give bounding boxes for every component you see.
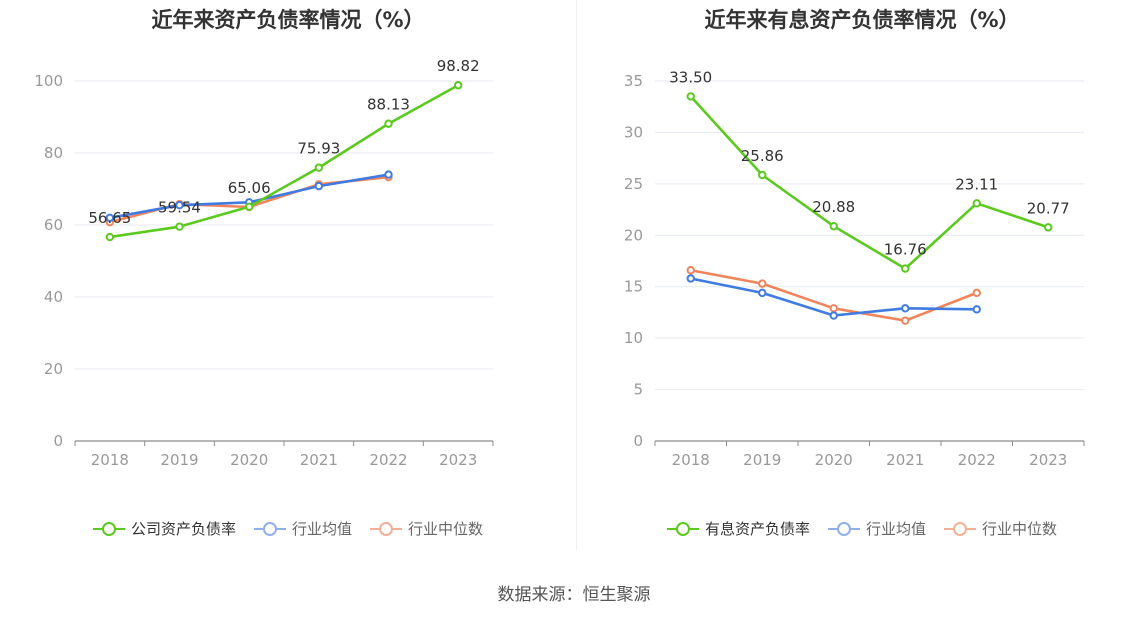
data-point — [901, 264, 910, 273]
y-tick-label: 10 — [624, 329, 643, 347]
y-tick-label: 20 — [624, 226, 643, 244]
data-source-note: 数据来源：恒生聚源 — [497, 585, 651, 605]
y-tick-label: 80 — [44, 144, 63, 162]
x-tick-label: 2022 — [958, 451, 996, 469]
left-chart-svg: 0 20 40 60 80 100 2018 2019 2020 2021 2022 2023 56.6… — [34, 57, 494, 469]
legend-item-interest-ratio[interactable]: 有息资产负债率 — [666, 518, 810, 539]
x-tick-label: 2021 — [886, 451, 924, 469]
data-point — [244, 202, 254, 211]
legend-item-industry-median[interactable]: 行业中位数 — [370, 518, 483, 539]
data-point — [829, 222, 838, 231]
panel-divider — [576, 0, 577, 550]
legend-swatch-icon — [370, 521, 402, 536]
x-tick-label: 2023 — [439, 451, 477, 469]
x-tick-label: 2020 — [230, 451, 268, 469]
legend-label: 公司资产负债率 — [130, 520, 236, 538]
legend-item-company-ratio[interactable]: 公司资产负债率 — [92, 518, 236, 539]
legend-swatch-icon — [944, 521, 976, 536]
right-chart-title: 近年来有息资产负债率情况（%） — [704, 8, 1020, 32]
data-point — [972, 199, 981, 208]
y-tick-label: 0 — [633, 432, 643, 450]
data-label: 98.82 — [437, 57, 480, 75]
data-label: 88.13 — [367, 96, 410, 114]
data-point — [686, 266, 695, 275]
data-point — [105, 232, 115, 242]
data-label: 20.88 — [812, 198, 855, 216]
data-label: 25.86 — [741, 147, 784, 165]
x-tick-label: 2019 — [160, 451, 198, 469]
data-point — [686, 92, 695, 101]
data-point — [314, 163, 324, 172]
data-label: 20.77 — [1027, 199, 1070, 217]
legend-item-industry-avg[interactable]: 行业均值 — [253, 518, 352, 539]
legend-item-industry-median[interactable]: 行业中位数 — [944, 518, 1057, 539]
x-tick-label: 2019 — [743, 451, 781, 469]
y-tick-label: 15 — [624, 278, 643, 296]
y-tick-label: 30 — [624, 123, 643, 141]
data-point — [972, 305, 981, 314]
x-tick-label: 2018 — [672, 451, 710, 469]
x-tick-label: 2023 — [1029, 451, 1067, 469]
data-label: 23.11 — [955, 175, 998, 193]
legend-item-industry-avg[interactable]: 行业均值 — [827, 518, 926, 539]
legend-label: 行业均值 — [291, 520, 352, 538]
series-line — [109, 84, 459, 239]
y-tick-label: 100 — [34, 72, 63, 90]
data-label: 16.76 — [884, 241, 927, 259]
x-tick-label: 2022 — [369, 451, 407, 469]
left-chart-legend: 公司资产负债率 行业均值 行业中位数 — [0, 518, 576, 539]
data-point — [686, 274, 695, 283]
data-point — [901, 316, 910, 325]
left-chart-title: 近年来资产负债率情况（%） — [151, 8, 425, 32]
data-label: 65.06 — [228, 179, 271, 197]
x-tick-label: 2020 — [815, 451, 853, 469]
right-chart-legend: 有息资产负债率 行业均值 行业中位数 — [576, 518, 1148, 539]
data-point — [972, 288, 981, 298]
data-label: 33.50 — [669, 68, 712, 86]
data-point — [105, 213, 115, 223]
data-label: 56.65 — [88, 209, 131, 227]
data-point — [758, 288, 767, 298]
data-label: 75.93 — [297, 140, 340, 158]
data-point — [175, 222, 184, 231]
legend-swatch-icon — [666, 521, 699, 536]
data-point — [1044, 223, 1053, 232]
data-point — [758, 279, 767, 288]
legend-label: 行业中位数 — [408, 520, 484, 538]
x-tick-label: 2018 — [91, 451, 129, 469]
series-line — [689, 95, 1049, 270]
y-tick-label: 0 — [53, 432, 63, 450]
y-tick-label: 20 — [44, 360, 63, 378]
data-point — [829, 304, 838, 313]
data-point — [384, 170, 393, 179]
data-point — [829, 311, 838, 320]
data-label: 59.54 — [158, 199, 201, 217]
data-point — [314, 181, 324, 191]
right-chart-panel: 近年来有息资产负债率情况（%） 0 5 10 15 20 25 30 35 2018 2019 20… — [576, 0, 1148, 560]
left-chart-panel: 近年来资产负债率情况（%） 0 20 40 60 80 100 2018 2019 2020 20… — [0, 0, 576, 560]
legend-swatch-icon — [92, 521, 125, 536]
legend-label: 行业均值 — [865, 520, 926, 538]
data-point — [901, 304, 910, 313]
legend-label: 有息资产负债率 — [704, 520, 810, 538]
x-tick-label: 2021 — [300, 451, 338, 469]
legend-swatch-icon — [827, 521, 860, 536]
data-point — [758, 170, 767, 180]
y-tick-label: 60 — [44, 216, 63, 234]
legend-label: 行业中位数 — [982, 520, 1058, 538]
data-point — [175, 201, 184, 210]
data-point — [453, 81, 463, 90]
data-point — [384, 119, 393, 128]
right-chart-svg: 0 5 10 15 20 25 30 35 2018 2019 2020 2021 2022 2023 33… — [624, 68, 1085, 469]
y-tick-label: 35 — [624, 72, 643, 90]
y-tick-label: 5 — [633, 381, 643, 399]
y-tick-label: 25 — [624, 175, 643, 193]
y-tick-label: 40 — [44, 288, 63, 306]
legend-swatch-icon — [253, 521, 286, 536]
